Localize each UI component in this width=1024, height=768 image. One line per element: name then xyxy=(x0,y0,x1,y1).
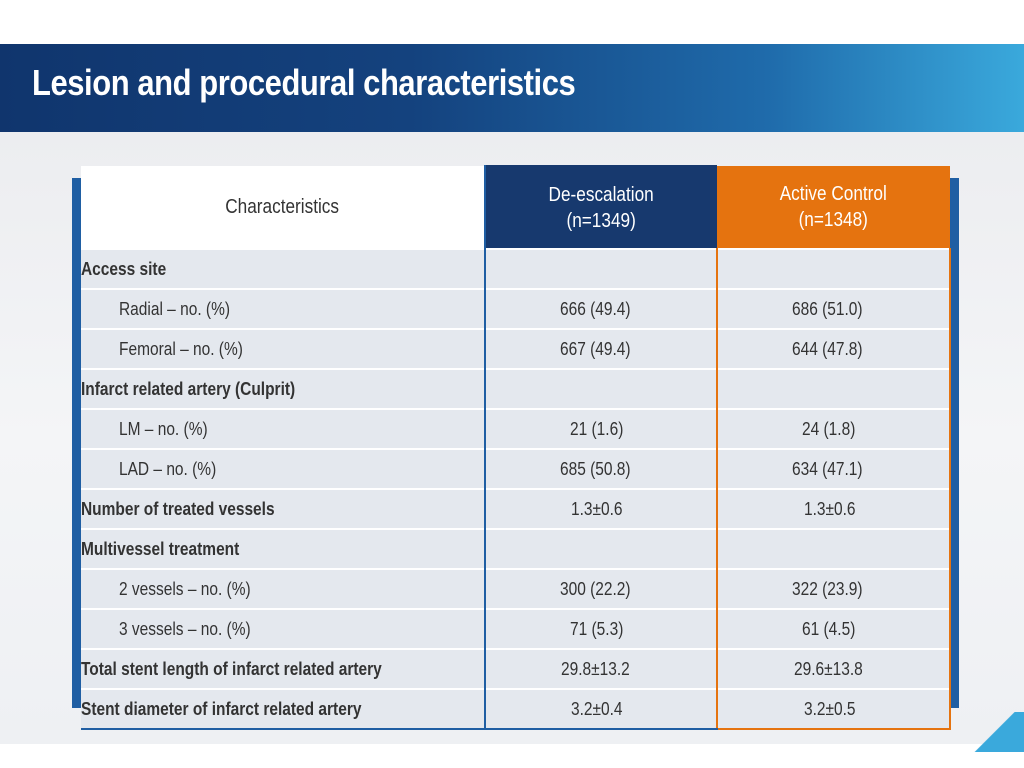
title-bar: Lesion and procedural characteristics xyxy=(0,44,1024,132)
row-label: Number of treated vessels xyxy=(81,498,275,519)
characteristics-table-container: Characteristics De-escalation (n=1349) Ac… xyxy=(81,165,951,730)
table-header-row: Characteristics De-escalation (n=1349) Ac… xyxy=(81,165,950,249)
header-active-control-n: (n=1348) xyxy=(798,209,869,231)
de-escalation-value-cell: 71 (5.3) xyxy=(485,608,718,649)
active-control-value-cell: 1.3±0.6 xyxy=(717,488,951,529)
row-label-cell: 2 vessels – no. (%) xyxy=(81,568,486,609)
table-row: Stent diameter of infarct related artery… xyxy=(81,688,951,730)
table-row: Femoral – no. (%) 667 (49.4) 644 (47.8) xyxy=(81,328,951,369)
left-accent-stripe xyxy=(72,178,82,708)
active-control-value: 3.2±0.5 xyxy=(803,698,856,719)
de-escalation-value: 685 (50.8) xyxy=(559,458,631,479)
row-label-cell: LAD – no. (%) xyxy=(81,448,486,489)
table-row: Number of treated vessels 1.3±0.6 1.3±0.6 xyxy=(81,488,951,529)
row-label-cell: Infarct related artery (Culprit) xyxy=(81,368,486,409)
corner-swoosh-decoration xyxy=(960,712,1024,752)
table-row: Multivessel treatment xyxy=(81,528,951,569)
row-label-cell: Stent diameter of infarct related artery xyxy=(81,688,486,730)
de-escalation-value-cell: 3.2±0.4 xyxy=(485,688,718,730)
de-escalation-value: 71 (5.3) xyxy=(569,618,624,639)
de-escalation-value: 300 (22.2) xyxy=(559,578,631,599)
slide-title: Lesion and procedural characteristics xyxy=(32,62,576,103)
row-label: Femoral – no. (%) xyxy=(119,338,243,359)
de-escalation-value-cell: 29.8±13.2 xyxy=(485,648,718,689)
active-control-value-cell: 61 (4.5) xyxy=(717,608,951,649)
table-row: Infarct related artery (Culprit) xyxy=(81,368,951,409)
active-control-value-cell: 686 (51.0) xyxy=(717,288,951,329)
de-escalation-value: 666 (49.4) xyxy=(559,298,631,319)
row-label-cell: Access site xyxy=(81,248,486,289)
active-control-value: 61 (4.5) xyxy=(802,618,856,639)
table-row: Access site xyxy=(81,248,951,289)
row-label: Infarct related artery (Culprit) xyxy=(81,378,296,399)
header-de-escalation: De-escalation (n=1349) xyxy=(485,165,717,249)
de-escalation-value-cell: 300 (22.2) xyxy=(485,568,718,609)
row-label: 3 vessels – no. (%) xyxy=(119,618,251,639)
active-control-value: 322 (23.9) xyxy=(792,578,864,599)
de-escalation-value-cell xyxy=(485,248,718,289)
de-escalation-value-cell: 1.3±0.6 xyxy=(485,488,718,529)
active-control-value-cell: 634 (47.1) xyxy=(717,448,951,489)
de-escalation-value: 1.3±0.6 xyxy=(571,498,623,519)
row-label: LM – no. (%) xyxy=(119,418,208,439)
active-control-value-cell: 29.6±13.8 xyxy=(717,648,951,689)
active-control-value-cell xyxy=(717,248,951,289)
de-escalation-value: 21 (1.6) xyxy=(569,418,624,439)
header-de-escalation-n: (n=1349) xyxy=(566,209,637,232)
row-label-cell: Total stent length of infarct related ar… xyxy=(81,648,486,689)
right-accent-stripe xyxy=(949,178,959,708)
table-body: Access site Radial – no. (%) 666 (49.4) 686… xyxy=(81,248,951,730)
row-label-cell: Number of treated vessels xyxy=(81,488,486,529)
active-control-value-cell: 24 (1.8) xyxy=(717,408,951,449)
header-characteristics-label: Characteristics xyxy=(225,196,340,218)
row-label: 2 vessels – no. (%) xyxy=(119,578,251,599)
row-label-cell: Femoral – no. (%) xyxy=(81,328,486,369)
header-de-escalation-name: De-escalation xyxy=(548,183,655,206)
active-control-value: 1.3±0.6 xyxy=(803,498,856,519)
table-row: LM – no. (%) 21 (1.6) 24 (1.8) xyxy=(81,408,951,449)
header-characteristics: Characteristics xyxy=(81,166,486,249)
de-escalation-value-cell xyxy=(485,368,718,409)
de-escalation-value-cell: 666 (49.4) xyxy=(485,288,718,329)
header-active-control: Active Control (n=1348) xyxy=(717,166,950,249)
active-control-value: 24 (1.8) xyxy=(802,418,856,439)
active-control-value-cell: 3.2±0.5 xyxy=(717,688,951,730)
table-row: Total stent length of infarct related ar… xyxy=(81,648,951,689)
row-label: Multivessel treatment xyxy=(81,538,240,559)
table-row: 3 vessels – no. (%) 71 (5.3) 61 (4.5) xyxy=(81,608,951,649)
de-escalation-value-cell xyxy=(485,528,718,569)
row-label: Total stent length of infarct related ar… xyxy=(81,658,382,679)
active-control-value: 634 (47.1) xyxy=(792,458,864,479)
table-row: LAD – no. (%) 685 (50.8) 634 (47.1) xyxy=(81,448,951,489)
de-escalation-value: 3.2±0.4 xyxy=(571,698,623,719)
row-label-cell: LM – no. (%) xyxy=(81,408,486,449)
active-control-value-cell: 644 (47.8) xyxy=(717,328,951,369)
row-label: Radial – no. (%) xyxy=(119,298,230,319)
row-label: Stent diameter of infarct related artery xyxy=(81,698,362,719)
active-control-value-cell: 322 (23.9) xyxy=(717,568,951,609)
header-active-control-name: Active Control xyxy=(779,183,888,205)
de-escalation-value: 29.8±13.2 xyxy=(561,658,630,679)
row-label-cell: Radial – no. (%) xyxy=(81,288,486,329)
de-escalation-value-cell: 667 (49.4) xyxy=(485,328,718,369)
characteristics-table: Characteristics De-escalation (n=1349) Ac… xyxy=(81,165,951,730)
row-label: LAD – no. (%) xyxy=(119,458,217,479)
active-control-value: 644 (47.8) xyxy=(792,338,864,359)
active-control-value-cell xyxy=(717,368,951,409)
de-escalation-value-cell: 685 (50.8) xyxy=(485,448,718,489)
de-escalation-value: 667 (49.4) xyxy=(559,338,631,359)
de-escalation-value-cell: 21 (1.6) xyxy=(485,408,718,449)
row-label: Access site xyxy=(81,258,167,279)
table-row: Radial – no. (%) 666 (49.4) 686 (51.0) xyxy=(81,288,951,329)
table-row: 2 vessels – no. (%) 300 (22.2) 322 (23.9) xyxy=(81,568,951,609)
row-label-cell: Multivessel treatment xyxy=(81,528,486,569)
row-label-cell: 3 vessels – no. (%) xyxy=(81,608,486,649)
active-control-value: 686 (51.0) xyxy=(792,298,864,319)
active-control-value-cell xyxy=(717,528,951,569)
active-control-value: 29.6±13.8 xyxy=(793,658,863,679)
